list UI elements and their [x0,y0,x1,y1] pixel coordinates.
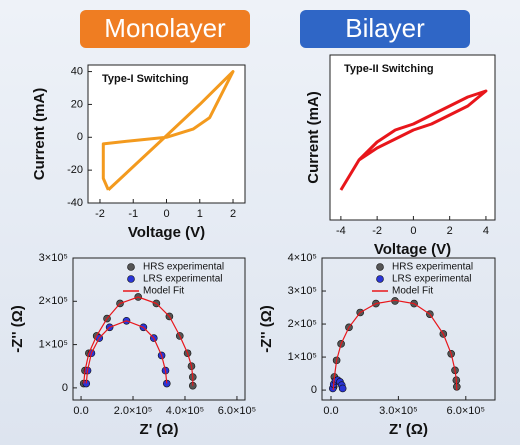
legend-label: LRS experimental [392,274,471,285]
header-box [300,10,470,48]
y-tick-label: 4×10⁵ [288,252,317,264]
y-tick-label: -20 [67,164,83,176]
y-tick-label: 2×10⁵ [288,318,317,330]
x-tick-label: 2.0×10⁵ [114,405,153,417]
x-tick-label: 0 [410,225,416,237]
x-tick-label: -1 [128,208,138,220]
legend-marker [127,263,135,271]
y-tick-label: 3×10⁵ [288,285,317,297]
y-axis-label: -Z'' (Ω) [9,305,26,352]
x-axis-label: Z' (Ω) [389,421,428,438]
x-tick-label: 4.0×10⁵ [166,405,205,417]
line [332,299,458,391]
x-tick-label: -2 [372,225,382,237]
x-tick-label: 2 [230,208,236,220]
legend-label: Model Fit [143,286,184,297]
line [101,70,235,191]
x-axis-label: Voltage (V) [374,241,451,258]
x-tick-label: 6.0×10⁵ [447,405,486,417]
x-tick-label: 0.0 [323,405,338,417]
y-tick-label: 40 [71,65,83,77]
annotation: Type-II Switching [344,63,434,75]
legend-marker [376,263,384,271]
x-tick-label: 1 [197,208,203,220]
y-axis-label: -Z'' (Ω) [258,305,275,352]
legend-label: HRS experimental [143,262,224,273]
header: Monolayer [104,13,226,43]
x-tick-label: 6.0×10⁵ [218,405,257,417]
annotation: Type-I Switching [102,73,189,85]
x-tick-label: 3.0×10⁵ [379,405,418,417]
legend-label: HRS experimental [392,262,473,273]
y-axis-label: Current (mA) [31,88,48,181]
header: Bilayer [345,13,425,43]
y-tick-label: 0 [77,131,83,143]
legend-label: LRS experimental [143,274,222,285]
legend-marker [376,275,384,283]
y-tick-label: 0 [311,384,317,396]
y-tick-label: 1×10⁵ [39,338,68,350]
y-tick-label: -40 [67,197,83,209]
y-tick-label: 20 [71,98,83,110]
y-tick-label: 0 [62,382,68,394]
legend-label: Model Fit [392,286,433,297]
header-box [80,10,250,48]
y-axis-label: Current (mA) [305,91,322,184]
plot-frame [72,257,246,401]
line [339,89,488,191]
line [83,296,194,386]
x-tick-label: 4 [483,225,489,237]
plot-frame [329,54,496,221]
x-tick-label: 0.0 [73,405,88,417]
point [338,384,347,393]
x-tick-label: -4 [336,225,346,237]
legend-marker [127,275,135,283]
x-tick-label: 0 [163,208,169,220]
x-axis-label: Z' (Ω) [140,421,179,438]
x-tick-label: 2 [447,225,453,237]
y-tick-label: 2×10⁵ [39,295,68,307]
y-tick-label: 1×10⁵ [288,351,317,363]
plot-frame [321,257,496,401]
x-axis-label: Voltage (V) [128,224,205,241]
y-tick-label: 3×10⁵ [39,252,68,264]
x-tick-label: -2 [95,208,105,220]
